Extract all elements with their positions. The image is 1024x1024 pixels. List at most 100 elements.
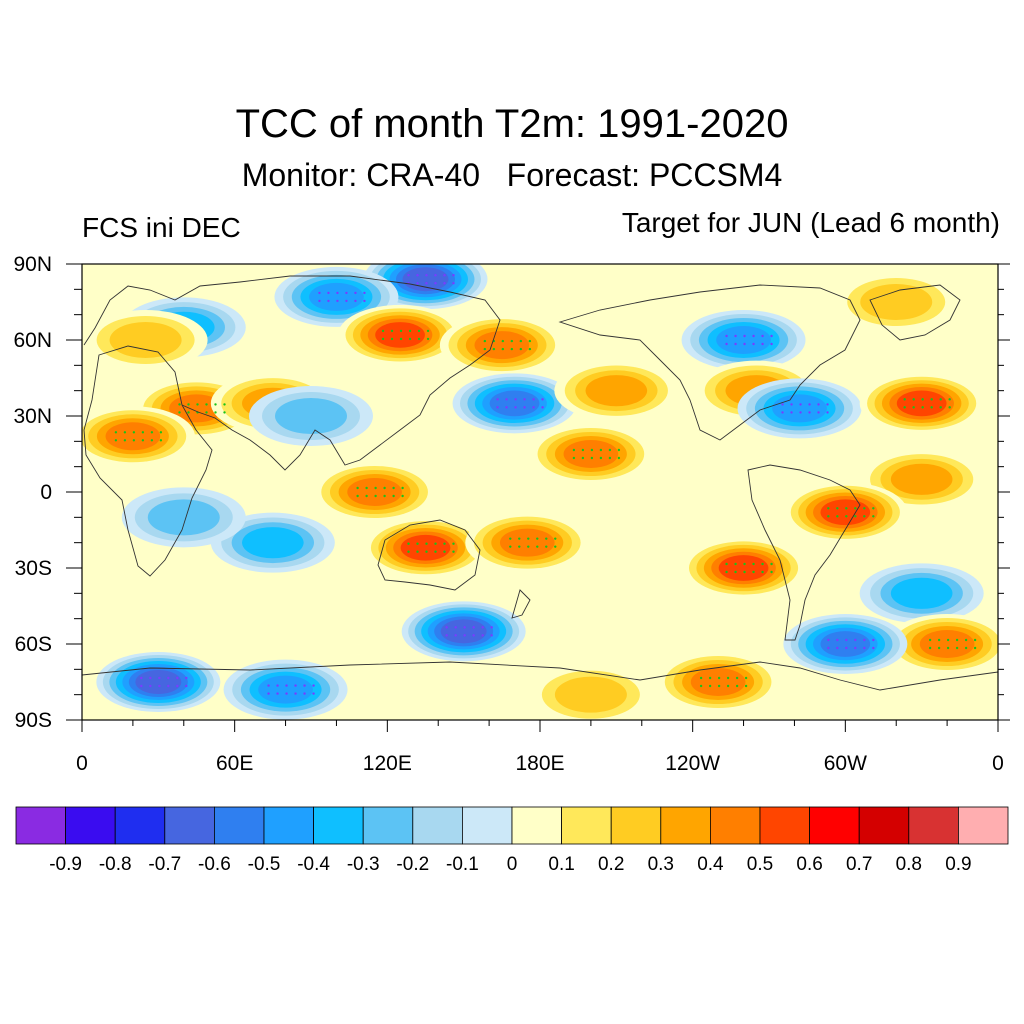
significance-dots (407, 274, 455, 285)
significance-dot (381, 337, 385, 341)
significance-dot (590, 448, 594, 452)
tcc-region (859, 373, 984, 434)
significance-dot (356, 494, 359, 498)
significance-dot (863, 646, 866, 650)
significance-dot (158, 684, 161, 688)
tcc-contour (440, 619, 487, 644)
significance-dot (416, 282, 419, 285)
significance-dot (159, 431, 163, 434)
significance-dot (150, 439, 154, 442)
colorbar-label: -0.9 (49, 854, 82, 875)
significance-dot (365, 494, 368, 498)
tcc-contour (275, 398, 347, 434)
significance-dot (490, 634, 493, 637)
colorbar-label: 0.3 (648, 854, 674, 875)
significance-dot (854, 507, 857, 510)
significance-dot (492, 347, 496, 351)
tcc-contour (109, 322, 182, 358)
tcc-region (121, 487, 246, 548)
significance-dot (770, 342, 773, 346)
significance-dot (472, 634, 475, 637)
significance-dot (392, 494, 395, 498)
significance-dot (761, 342, 764, 346)
significance-dot (717, 684, 721, 688)
colorbar-label: -0.4 (297, 854, 330, 875)
significance-dot (267, 684, 270, 687)
significance-dots (827, 507, 875, 518)
significance-dot (490, 626, 493, 629)
significance-dot (509, 545, 512, 548)
coastline-africa (83, 345, 213, 577)
tcc-region (885, 614, 998, 674)
lat-tick-label: 60S (15, 633, 52, 656)
significance-dot (374, 494, 377, 498)
significance-dot (132, 439, 136, 442)
significance-dot (734, 334, 737, 338)
lat-tick-label: 90S (15, 709, 52, 732)
significance-dot (726, 684, 730, 688)
significance-dots (140, 676, 188, 688)
significance-dot (354, 291, 357, 295)
significance-dot (872, 638, 875, 642)
significance-dot (443, 550, 446, 553)
significance-dot (554, 545, 557, 548)
significance-dot (827, 515, 830, 518)
tcc-contour (820, 631, 871, 657)
tcc-contour (258, 675, 313, 704)
significance-dot (514, 398, 517, 401)
tcc-contour (474, 331, 530, 360)
significance-dot (407, 274, 410, 277)
significance-dot (617, 448, 621, 452)
lat-tick-label: 90N (13, 253, 52, 276)
colorbar-label: -0.5 (248, 854, 281, 875)
significance-dots (407, 542, 455, 553)
significance-dot (528, 339, 532, 343)
colorbar-swatch (561, 806, 612, 845)
significance-dot (827, 646, 830, 650)
significance-dot (345, 299, 348, 303)
tcc-contour (896, 390, 947, 417)
significance-dot (472, 626, 475, 629)
significance-dot (401, 494, 404, 498)
significance-dot (948, 398, 951, 401)
significance-dot (523, 398, 526, 401)
significance-dot (836, 638, 839, 642)
tcc-contour (716, 326, 771, 354)
significance-dot (425, 282, 428, 285)
tcc-contour (890, 577, 953, 609)
significance-dot (149, 684, 152, 688)
tcc-region (312, 462, 437, 522)
tcc-contour (718, 555, 769, 581)
significance-dot (761, 570, 764, 574)
significance-dot (928, 638, 932, 642)
significance-dot (501, 339, 505, 343)
significance-dot (408, 337, 412, 341)
significance-dot (285, 692, 288, 695)
tcc-contour (919, 630, 975, 658)
significance-dot (752, 562, 755, 566)
significance-dot (519, 339, 523, 343)
significance-dot (205, 403, 208, 406)
colorbar-swatch (412, 806, 463, 845)
significance-dot (303, 684, 306, 687)
significance-dot (276, 692, 279, 695)
significance-dot (365, 486, 368, 490)
significance-dot (434, 282, 437, 285)
significance-dot (826, 411, 829, 414)
significance-dot (381, 329, 385, 333)
coastline-new-zealand (511, 589, 531, 619)
significance-dot (827, 638, 830, 642)
significance-dot (356, 486, 359, 490)
significance-dot (872, 646, 875, 650)
lat-tick-label: 30N (13, 405, 52, 428)
significance-dot (312, 684, 315, 687)
tcc-region (82, 406, 195, 467)
significance-dot (863, 515, 866, 518)
significance-dot (159, 439, 163, 442)
lat-tick-label: 0 (40, 481, 52, 504)
tcc-region (737, 378, 862, 439)
colorbar-swatch (461, 806, 513, 845)
significance-dot (501, 347, 505, 351)
significance-dot (158, 676, 161, 680)
significance-dot (285, 684, 288, 687)
